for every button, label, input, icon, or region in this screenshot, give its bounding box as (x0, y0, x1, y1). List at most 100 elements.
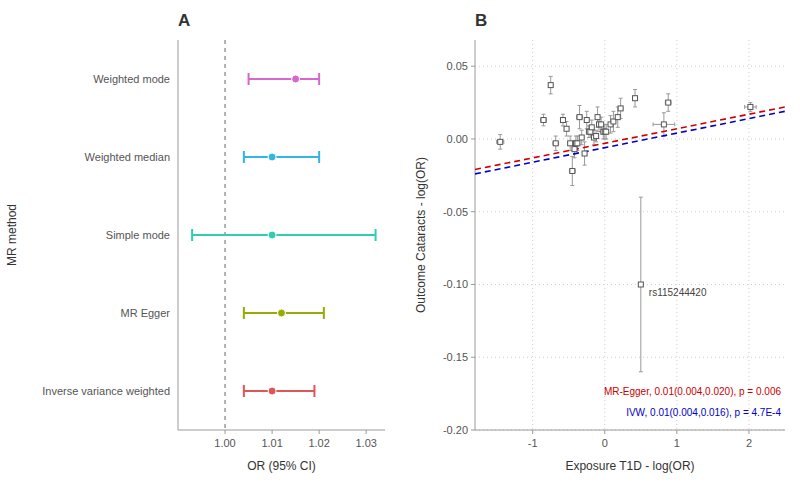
error-cap (570, 156, 574, 157)
category-label: Weighted mode (93, 73, 170, 85)
tick-label: 0.00 (447, 133, 468, 145)
grid-line (475, 211, 785, 212)
data-point (548, 83, 553, 88)
data-point (618, 106, 623, 111)
error-cap (611, 131, 615, 132)
error-cap (594, 141, 598, 142)
tick-label: 2 (746, 437, 752, 449)
data-point (748, 104, 753, 109)
data-point (579, 135, 584, 140)
ci-line (244, 390, 315, 392)
error-cap (554, 136, 558, 137)
data-point (633, 96, 638, 101)
error-cap (580, 130, 584, 131)
data-point (572, 147, 577, 152)
error-cap (744, 105, 745, 109)
ci-cap (243, 307, 245, 319)
tick-mark (471, 138, 475, 139)
ci-cap (318, 73, 320, 85)
error-cap (585, 111, 589, 112)
figure: A1.001.011.021.03Inverse variance weight… (0, 0, 800, 490)
data-point (584, 118, 589, 123)
ci-line (192, 234, 375, 236)
tick-label: 0.05 (447, 60, 468, 72)
data-point (577, 115, 582, 120)
error-cap (568, 136, 572, 137)
y-axis (178, 40, 179, 430)
grid-line (748, 40, 749, 430)
data-point (589, 125, 594, 130)
error-cap (604, 138, 608, 139)
y-axis-label: Outcome Cataracts - log(OR) (414, 157, 428, 313)
y-axis-label: MR method (5, 204, 19, 266)
error-cap (541, 114, 545, 115)
ci-cap (313, 385, 315, 397)
estimate-point (292, 75, 300, 83)
grid-line (676, 40, 677, 430)
regression-line (475, 107, 785, 170)
ci-line (244, 156, 319, 158)
grid-line (475, 138, 785, 139)
grid-line (475, 284, 785, 285)
error-cap (748, 111, 752, 112)
tick-label: -0.10 (443, 278, 468, 290)
data-point (666, 100, 671, 105)
error-cap (496, 140, 497, 144)
point-annotation: rs115244420 (649, 287, 707, 298)
plot-area (475, 76, 785, 371)
tick-label: -0.05 (443, 206, 468, 218)
error-cap (583, 165, 587, 166)
line-annotation: MR-Egger, 0.01(0.004,0.020), p = 0.006 (604, 386, 781, 397)
tick-mark (532, 430, 533, 434)
error-cap (549, 76, 553, 77)
category-label: Simple mode (106, 229, 170, 241)
category-label: Weighted median (85, 151, 170, 163)
tick-mark (604, 430, 605, 434)
error-cap (561, 114, 565, 115)
ci-line (249, 78, 320, 80)
estimate-point (268, 387, 276, 395)
data-point (553, 141, 558, 146)
ci-cap (375, 229, 377, 241)
error-cap (633, 106, 637, 107)
grid-line (475, 66, 785, 67)
ci-cap (323, 307, 325, 319)
data-point (570, 168, 575, 173)
data-point (498, 139, 503, 144)
error-cap (583, 141, 587, 142)
category-label: Inverse variance weighted (42, 385, 170, 397)
panel-b: B-1012-0.20-0.15-0.10-0.050.000.05Exposu… (414, 11, 785, 473)
ci-cap (248, 73, 250, 85)
error-cap (639, 371, 643, 372)
tick-mark (272, 430, 273, 434)
panel-label: A (178, 11, 190, 30)
tick-mark (319, 430, 320, 434)
estimate-point (268, 153, 276, 161)
error-cap (616, 127, 620, 128)
data-point (564, 126, 569, 131)
tick-label: 1.00 (214, 437, 235, 449)
tick-label: 1 (674, 437, 680, 449)
data-point (595, 115, 600, 120)
error-cap (662, 112, 666, 113)
grid-line (604, 40, 605, 430)
error-cap (674, 122, 675, 126)
data-point (541, 118, 546, 123)
data-point (575, 141, 580, 146)
tick-label: 0 (602, 437, 608, 449)
tick-mark (471, 357, 475, 358)
x-axis-label: Exposure T1D - log(OR) (565, 459, 694, 473)
x-axis (475, 430, 785, 431)
tick-mark (471, 284, 475, 285)
grid-line (532, 40, 533, 430)
error-cap (498, 149, 502, 150)
error-cap (666, 111, 670, 112)
error-cap (498, 134, 502, 135)
error-cap (578, 105, 582, 106)
tick-label: 1.02 (308, 437, 329, 449)
estimate-point (278, 309, 286, 317)
tick-label: -0.20 (443, 424, 468, 436)
data-point (568, 141, 573, 146)
tick-mark (471, 211, 475, 212)
error-cap (549, 93, 553, 94)
